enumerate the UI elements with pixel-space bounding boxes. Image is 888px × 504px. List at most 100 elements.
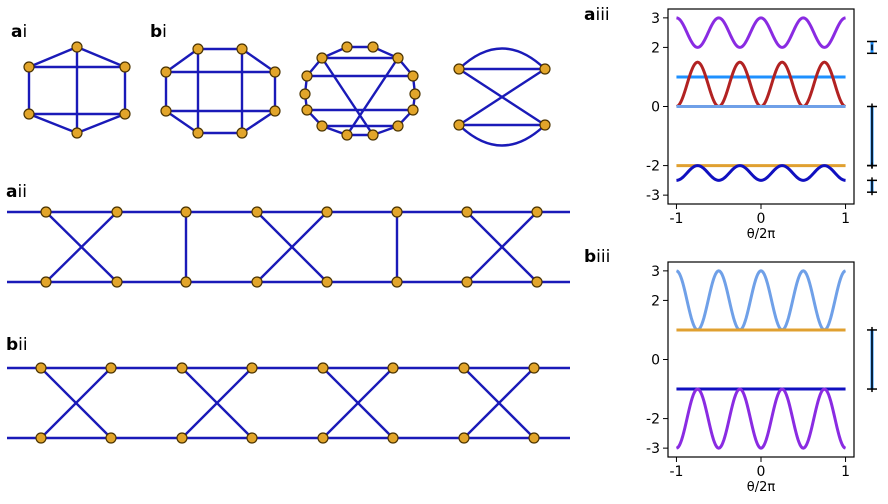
graph-node [192,127,204,139]
graph-node [23,61,35,73]
y-tick-label: 0 [651,100,660,116]
graph-bi-1-edges [164,47,277,135]
graph-node [387,362,399,374]
graph-node [269,66,281,78]
y-tick-label: 3 [651,11,660,27]
graph-node [180,276,192,288]
x-tick-label: -1 [669,464,683,480]
series-line-3 [676,60,846,109]
panel-label-aii: aii [6,182,27,202]
graph-node [317,362,329,374]
y-tick-label: -3 [646,188,660,204]
chart-biii: 3 2 0 -2 -3 -1 0 1 θ/2π [646,261,877,495]
ladder-bii-edges [7,366,570,440]
graph-node [409,88,421,100]
graph-node [321,206,333,218]
chart-biii-plot-area: 3 2 0 -2 -3 -1 0 1 [646,264,850,480]
y-tick-label: 0 [651,353,660,369]
ladder-aii-edges [7,210,570,284]
graph-node [299,88,311,100]
graph-node [246,432,258,444]
graph-node [341,129,353,141]
panel-label-aiii: aiii [584,5,610,25]
y-tick-label: 2 [651,40,660,56]
panel-label-bii: bii [6,335,28,355]
series-line-4 [675,387,847,450]
graph-node [461,276,473,288]
x-tick-label: 1 [841,211,850,227]
graph-node [458,362,470,374]
x-tick-label: 0 [757,211,766,227]
graph-node [35,362,47,374]
graph-node [407,70,419,82]
ladder-aii [7,206,570,288]
graph-node [251,206,263,218]
graph-node [236,43,248,55]
graph-node [528,432,540,444]
graph-node [539,119,551,131]
panel-label-bi: bi [150,22,167,42]
graph-node [111,276,123,288]
graph-node [316,120,328,132]
chart-biii-side-markers [867,326,877,393]
graph-node [105,362,117,374]
graph-node [176,432,188,444]
graph-node [40,206,52,218]
graph-node [461,206,473,218]
graph-node [192,43,204,55]
graph-node [407,104,419,116]
panel-label-biii: biii [584,247,610,267]
graph-bi-1 [160,43,281,139]
graph-node [35,432,47,444]
chart-aiii-frame [667,8,855,205]
graph-node [317,432,329,444]
series-line-1 [675,269,847,332]
chart-biii-xlabel: θ/2π [747,480,776,495]
graph-node [531,276,543,288]
chart-aiii-side-markers [867,40,877,196]
y-tick-label: 2 [651,293,660,309]
graph-node [119,61,131,73]
graph-node [269,105,281,117]
graph-node [392,120,404,132]
graph-node [387,432,399,444]
graph-bi-3-edges [458,47,546,147]
graph-node [301,104,313,116]
graph-node [40,276,52,288]
chart-aiii-plot-area: 3 2 0 -2 -3 -1 0 1 [646,11,850,227]
graph-node [528,362,540,374]
graph-bi-3 [453,47,551,147]
chart-biii-frame [667,261,855,458]
y-tick-label: -2 [646,412,660,428]
graph-node [71,41,83,53]
graph-node [236,127,248,139]
x-tick-label: 0 [757,464,766,480]
series-line-1 [676,16,846,49]
graph-node [539,63,551,75]
y-tick-label: -2 [646,159,660,175]
x-tick-label: -1 [669,211,683,227]
y-tick-label: -3 [646,441,660,457]
graph-node [71,127,83,139]
graph-node [246,362,258,374]
graph-node [367,41,379,53]
graph-node [176,362,188,374]
graph-node [453,119,465,131]
graph-node [160,105,172,117]
graph-node [458,432,470,444]
graph-node [23,108,35,120]
graph-node [301,70,313,82]
graph-node [180,206,192,218]
panel-label-ai: ai [11,22,27,42]
graph-node [119,108,131,120]
graph-node [391,206,403,218]
chart-aiii-xlabel: θ/2π [747,227,776,242]
graph-node [367,129,379,141]
graph-node [316,52,328,64]
graph-ai-edges [27,45,127,135]
graph-node [531,206,543,218]
graph-node [160,66,172,78]
graph-node [341,41,353,53]
x-tick-label: 1 [841,464,850,480]
